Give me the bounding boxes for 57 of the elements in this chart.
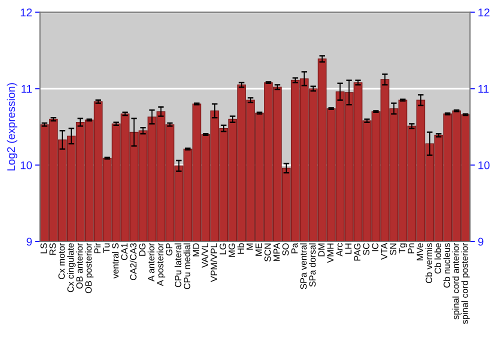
x-tick-label: GP (166, 243, 172, 256)
x-tick-label: SN (390, 244, 396, 256)
y2-tick-label: 9 (478, 238, 484, 246)
x-tick-label: Pa (291, 242, 298, 254)
x-tick-label: SCN (264, 244, 271, 262)
x-tick-label: DM (318, 244, 325, 256)
x-tick-label: A posterior (156, 243, 166, 286)
x-tick-label: VA/VL (202, 243, 208, 268)
x-tick-label: Cb vermis (425, 243, 432, 284)
x-tick-label: DG (139, 244, 146, 256)
x-tick-label: Pir (94, 243, 101, 254)
x-tick-label: MG (228, 244, 236, 257)
x-tick-label: LH (345, 244, 352, 254)
x-tick-label: CPu medial (184, 243, 190, 290)
x-tick-label: Hb (237, 243, 244, 254)
x-tick-label: ME (256, 243, 262, 256)
x-tick-label: VPM/VPL (210, 243, 218, 282)
x-tick-label: VTA (381, 242, 388, 260)
x-tick-label: PAG (354, 244, 360, 261)
x-tick-label: MD (192, 243, 200, 256)
x-tick-label: spinal cord anterior (452, 243, 461, 320)
x-tick-label: VMH (327, 244, 334, 263)
x-tick-label: OB posterior (85, 243, 94, 294)
x-tick-label: Cx motor (58, 243, 65, 280)
y2-tick-label: 11 (478, 85, 489, 93)
x-tick-label: OB anterior (76, 243, 83, 289)
x-tick-label: CPu lateral (174, 243, 182, 288)
y-tick-label: 10 (20, 161, 32, 170)
x-tick-label: LS (40, 243, 47, 254)
y2-tick-label: 12 (478, 8, 490, 16)
x-tick-label: Tg (398, 243, 408, 254)
x-tick-label: RS (49, 243, 56, 255)
x-tick-label: IC (372, 243, 378, 252)
y-tick-label: 12 (20, 8, 32, 16)
x-tick-label: Cb lobe (434, 243, 442, 274)
x-tick-label: CA2/CA3 (130, 243, 136, 280)
y-tick-label: 11 (22, 85, 32, 93)
y-tick-label: 9 (26, 238, 32, 246)
x-tick-label: M (246, 244, 253, 250)
x-tick-label: Cb nucleus (443, 243, 450, 288)
x-tick-label: spinal cord posterior (461, 243, 470, 324)
x-tick-label: SPa ventral (300, 243, 307, 290)
x-tick-label: MVe (416, 243, 424, 260)
x-tick-label: MPA (274, 242, 280, 262)
y2-tick-label: 10 (478, 161, 490, 170)
x-tick-label: Arc (336, 243, 343, 256)
x-tick-label: Tu (103, 243, 110, 253)
x-tick-label: A anterior (148, 243, 154, 282)
x-tick-label: SC (363, 243, 370, 256)
y-axis-title: Log2 (expression) (6, 83, 18, 170)
x-tick-label: LG (220, 244, 226, 254)
x-tick-label: Cx cingulate (67, 243, 76, 292)
x-tick-label: Pn (408, 243, 414, 254)
x-tick-label: SPa dorsal (309, 243, 316, 287)
x-tick-label: ventral S (112, 243, 119, 278)
x-tick-label: CA1 (121, 243, 128, 260)
x-tick-label: SO (282, 243, 289, 256)
